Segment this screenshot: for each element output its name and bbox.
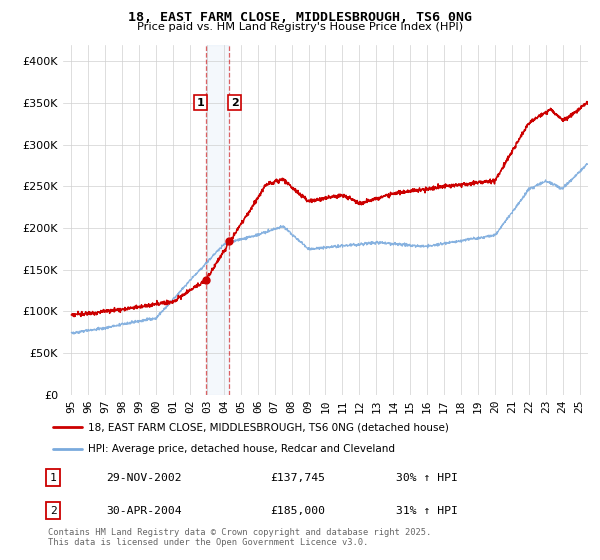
Text: £185,000: £185,000 xyxy=(270,506,325,516)
Text: Price paid vs. HM Land Registry's House Price Index (HPI): Price paid vs. HM Land Registry's House … xyxy=(137,22,463,32)
Text: Contains HM Land Registry data © Crown copyright and database right 2025.
This d: Contains HM Land Registry data © Crown c… xyxy=(48,528,431,547)
Text: 31% ↑ HPI: 31% ↑ HPI xyxy=(397,506,458,516)
Text: 2: 2 xyxy=(50,506,57,516)
Text: 30% ↑ HPI: 30% ↑ HPI xyxy=(397,473,458,483)
Text: 29-NOV-2002: 29-NOV-2002 xyxy=(106,473,182,483)
Text: £137,745: £137,745 xyxy=(270,473,325,483)
Text: HPI: Average price, detached house, Redcar and Cleveland: HPI: Average price, detached house, Redc… xyxy=(88,444,395,454)
Bar xyxy=(206,45,229,395)
Text: 2: 2 xyxy=(231,97,239,108)
Text: 30-APR-2004: 30-APR-2004 xyxy=(106,506,182,516)
Text: 1: 1 xyxy=(50,473,57,483)
Text: 1: 1 xyxy=(196,97,204,108)
Text: 18, EAST FARM CLOSE, MIDDLESBROUGH, TS6 0NG: 18, EAST FARM CLOSE, MIDDLESBROUGH, TS6 … xyxy=(128,11,472,24)
Text: 18, EAST FARM CLOSE, MIDDLESBROUGH, TS6 0NG (detached house): 18, EAST FARM CLOSE, MIDDLESBROUGH, TS6 … xyxy=(88,422,448,432)
